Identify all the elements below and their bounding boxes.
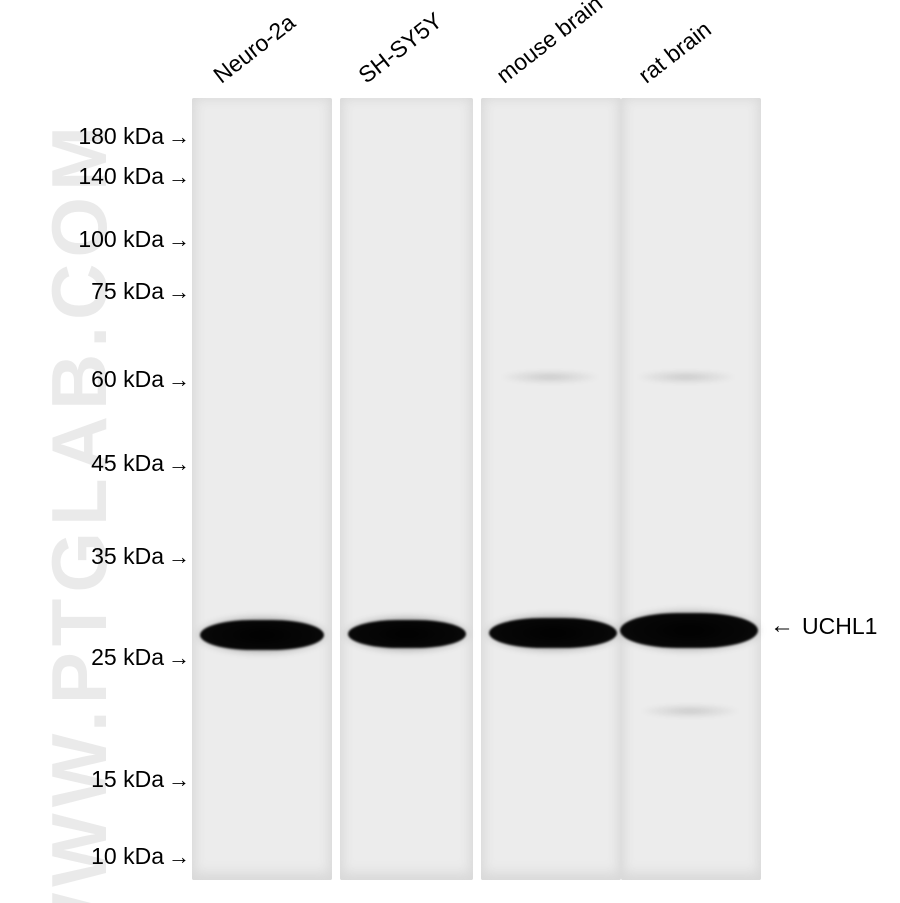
mw-marker-100: 100 kDa →	[0, 226, 190, 253]
mw-label: 25 kDa	[91, 644, 168, 671]
mw-marker-140: 140 kDa →	[0, 163, 190, 190]
mw-marker-35: 35 kDa →	[0, 543, 190, 570]
lane-label-shsy5y: SH-SY5Y	[353, 7, 447, 89]
mw-label: 45 kDa	[91, 450, 168, 477]
arrow-right-icon: →	[168, 369, 190, 391]
mw-marker-25: 25 kDa →	[0, 644, 190, 671]
arrow-right-icon: →	[168, 647, 190, 669]
mw-label: 10 kDa	[91, 843, 168, 870]
lane-rat-brain	[621, 98, 761, 880]
arrow-right-icon: →	[168, 229, 190, 251]
faint-band	[636, 370, 736, 384]
lane-label-mouse-brain: mouse brain	[491, 0, 607, 89]
band-uchl1-lane1	[200, 620, 324, 650]
arrow-right-icon: →	[168, 846, 190, 868]
faint-band	[500, 370, 600, 384]
arrow-right-icon: →	[168, 546, 190, 568]
arrow-right-icon: →	[168, 453, 190, 475]
arrow-right-icon: →	[168, 166, 190, 188]
band-uchl1-lane2	[348, 620, 466, 648]
arrow-right-icon: →	[168, 126, 190, 148]
lane-shsy5y	[340, 98, 473, 880]
mw-label: 15 kDa	[91, 766, 168, 793]
lane-mouse-brain	[481, 98, 621, 880]
mw-marker-45: 45 kDa →	[0, 450, 190, 477]
mw-label: 140 kDa	[78, 163, 168, 190]
lane-label-rat-brain: rat brain	[633, 16, 716, 89]
mw-marker-75: 75 kDa →	[0, 278, 190, 305]
mw-label: 60 kDa	[91, 366, 168, 393]
target-band-label: ← UCHL1	[770, 612, 877, 640]
mw-label: 75 kDa	[91, 278, 168, 305]
target-name: UCHL1	[802, 613, 877, 640]
mw-label: 100 kDa	[78, 226, 168, 253]
western-blot-figure: { "figure": { "type": "western-blot", "w…	[0, 0, 900, 903]
mw-marker-180: 180 kDa →	[0, 123, 190, 150]
mw-label: 180 kDa	[78, 123, 168, 150]
band-uchl1-lane3	[489, 618, 617, 648]
arrow-right-icon: →	[168, 281, 190, 303]
lane-neuro2a	[192, 98, 332, 880]
band-uchl1-lane4	[620, 613, 758, 648]
lane-label-neuro2a: Neuro-2a	[208, 9, 300, 89]
arrow-left-icon: ←	[770, 612, 794, 640]
mw-marker-60: 60 kDa →	[0, 366, 190, 393]
mw-label: 35 kDa	[91, 543, 168, 570]
mw-marker-15: 15 kDa →	[0, 766, 190, 793]
arrow-right-icon: →	[168, 769, 190, 791]
faint-band	[640, 704, 740, 718]
mw-marker-10: 10 kDa →	[0, 843, 190, 870]
